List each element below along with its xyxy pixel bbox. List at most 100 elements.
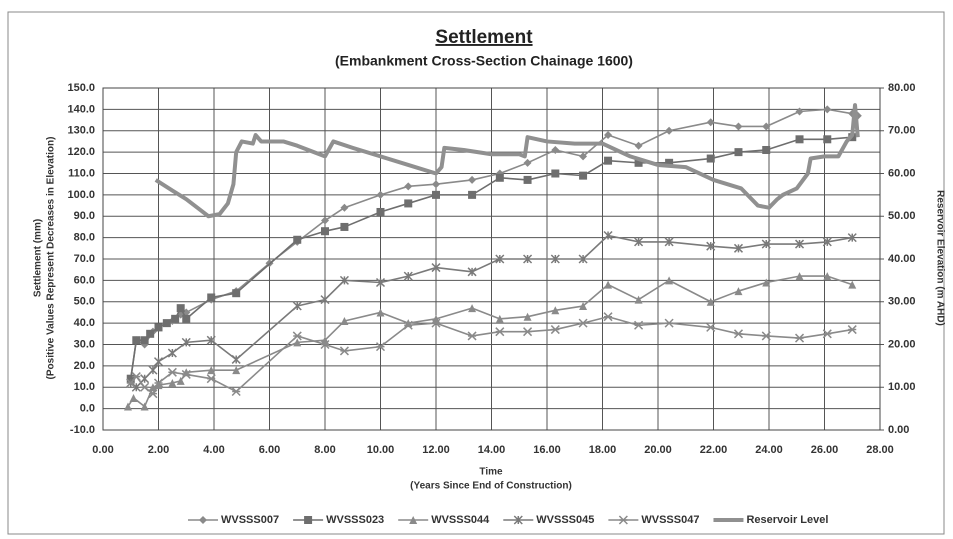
marker <box>167 348 177 358</box>
marker <box>706 297 715 306</box>
marker <box>551 145 560 154</box>
series-line <box>154 103 860 219</box>
series-line <box>127 275 853 408</box>
marker <box>467 331 477 341</box>
marker <box>848 280 857 289</box>
marker <box>579 152 588 161</box>
marker <box>579 171 588 180</box>
legend-item: WVSSS023 <box>293 514 384 526</box>
x-tick-label: 14.00 <box>478 444 506 456</box>
marker <box>822 329 832 339</box>
y-tick-label: 40.0 <box>74 317 95 329</box>
marker <box>146 329 155 338</box>
marker <box>551 169 560 178</box>
marker <box>123 402 132 411</box>
marker <box>231 386 241 397</box>
x-tick-label: 26.00 <box>811 444 839 456</box>
marker <box>340 222 349 231</box>
marker <box>823 135 832 144</box>
marker <box>153 357 164 367</box>
marker <box>761 331 771 341</box>
marker <box>604 280 613 289</box>
marker <box>578 254 588 264</box>
y-axis-label: (Positive Values Represent Decreases in … <box>46 137 57 380</box>
y2-axis-label: Reservoir Elevation (m AHD) <box>934 190 945 326</box>
marker <box>131 382 141 392</box>
marker <box>822 237 832 247</box>
marker <box>794 333 805 343</box>
marker <box>467 267 477 277</box>
y-tick-label: -10.0 <box>70 424 95 436</box>
x-tick-label: 6.00 <box>259 444 280 456</box>
x-tick-label: 4.00 <box>203 444 224 456</box>
marker <box>634 158 643 167</box>
legend-item: WVSSS045 <box>503 514 594 526</box>
marker <box>495 314 504 323</box>
marker <box>550 325 560 335</box>
marker <box>665 126 674 135</box>
legend-label: WVSSS047 <box>641 514 699 526</box>
plot-border <box>102 87 881 431</box>
marker <box>206 374 216 384</box>
marker <box>795 107 804 116</box>
marker <box>148 365 158 375</box>
y-tick-label: 0.0 <box>80 403 95 415</box>
marker <box>733 243 744 253</box>
marker <box>232 366 241 375</box>
marker <box>551 306 560 315</box>
marker <box>468 190 477 199</box>
marker <box>706 322 716 332</box>
marker <box>664 237 674 247</box>
y2-tick-label: 40.00 <box>888 253 916 265</box>
y-tick-label: 120.0 <box>67 146 95 158</box>
y-tick-label: 140.0 <box>67 103 95 115</box>
marker <box>618 515 628 525</box>
marker <box>375 342 386 352</box>
marker <box>761 239 771 249</box>
y2-tick-label: 60.00 <box>888 167 916 179</box>
marker <box>603 312 613 322</box>
y-tick-label: 20.0 <box>74 360 95 372</box>
marker <box>293 235 302 244</box>
x-tick-label: 22.00 <box>700 444 728 456</box>
marker <box>495 173 504 182</box>
y-tick-label: 150.0 <box>67 82 95 94</box>
marker <box>847 325 857 335</box>
y-tick-label: 110.0 <box>68 167 95 179</box>
legend-item: Reservoir Level <box>713 514 828 526</box>
legend-label: WVSSS023 <box>326 514 384 526</box>
marker <box>231 354 241 364</box>
marker <box>578 318 588 328</box>
marker <box>232 289 241 298</box>
marker <box>153 378 164 388</box>
marker <box>207 293 216 302</box>
marker <box>140 402 149 411</box>
marker <box>181 369 191 379</box>
marker <box>665 158 674 167</box>
marker <box>523 327 533 337</box>
marker <box>431 263 441 273</box>
marker <box>634 141 643 150</box>
marker <box>206 335 216 345</box>
marker <box>550 254 560 264</box>
y2-tick-label: 30.00 <box>888 296 916 308</box>
marker <box>292 331 302 341</box>
x-tick-label: 20.00 <box>644 444 672 456</box>
marker <box>321 216 329 225</box>
marker <box>523 158 532 167</box>
marker <box>634 295 643 304</box>
marker <box>604 156 613 165</box>
marker <box>734 122 743 131</box>
x-tick-label: 8.00 <box>314 444 335 456</box>
marker <box>706 154 715 163</box>
marker <box>523 254 533 264</box>
marker <box>706 241 716 251</box>
marker <box>847 233 857 243</box>
marker <box>167 367 177 377</box>
y2-tick-label: 10.00 <box>888 381 916 393</box>
marker <box>162 319 171 328</box>
marker <box>320 339 330 350</box>
marker <box>404 199 413 208</box>
marker <box>523 312 532 321</box>
